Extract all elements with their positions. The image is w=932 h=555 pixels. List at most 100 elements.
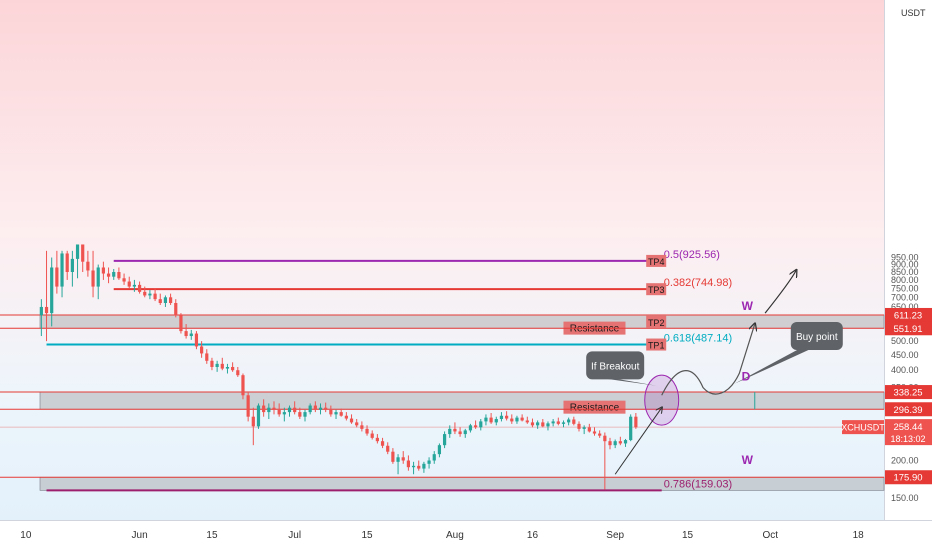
x-tick-2: 15 xyxy=(206,530,218,541)
y-tick-1: 200.00 xyxy=(891,456,919,466)
y-tick-16: 950.00 xyxy=(891,253,919,263)
y-tick-13: 800.00 xyxy=(891,275,919,285)
candle-body-17 xyxy=(127,281,131,287)
candle-body-10 xyxy=(91,270,95,287)
candle-body-5 xyxy=(65,253,69,273)
price-tag-box-4 xyxy=(885,470,932,485)
candle-body-25 xyxy=(168,297,173,304)
candle-body-3 xyxy=(55,267,59,287)
tp-label-1: TP3 xyxy=(648,285,665,295)
candle-body-45 xyxy=(272,407,276,410)
candle-body-55 xyxy=(324,407,328,410)
candle-body-103 xyxy=(572,419,576,424)
candle-body-95 xyxy=(530,422,535,426)
candle-body-53 xyxy=(313,405,317,410)
x-tick-6: 16 xyxy=(527,530,539,541)
candle-body-18 xyxy=(132,284,137,287)
candle-body-112 xyxy=(618,441,622,444)
candle-body-20 xyxy=(143,291,147,296)
tp2-label: TP2 xyxy=(648,318,665,328)
candle-body-107 xyxy=(592,431,597,434)
x-tick-0: 10 xyxy=(20,530,32,541)
tp-label-0: TP4 xyxy=(648,257,665,267)
y-tick-5: 400.00 xyxy=(891,365,919,375)
candle-body-82 xyxy=(463,430,467,435)
candle-body-59 xyxy=(344,415,348,419)
candle-body-0 xyxy=(39,306,43,316)
price-tag-3: 296.39 xyxy=(893,405,922,416)
candle-body-68 xyxy=(391,451,395,462)
pattern-label-0: W xyxy=(742,299,754,313)
candle-body-54 xyxy=(318,407,323,410)
candle-body-12 xyxy=(101,267,105,274)
candle-body-16 xyxy=(122,278,126,282)
symbol-box xyxy=(842,420,884,435)
candle-body-79 xyxy=(448,428,452,435)
candle-body-4 xyxy=(60,253,64,287)
candle-body-1 xyxy=(44,306,49,314)
candle-body-87 xyxy=(489,417,493,423)
candle-body-52 xyxy=(308,405,312,413)
currency-label: USDT xyxy=(901,8,926,18)
symbol-label: XCHUSDT xyxy=(841,423,885,433)
candle-body-56 xyxy=(329,409,333,415)
price-tag-4: 175.90 xyxy=(893,473,922,484)
y-tick-12: 750.00 xyxy=(891,283,919,293)
candle-body-65 xyxy=(375,437,379,442)
candle-body-19 xyxy=(137,284,142,292)
candle-body-80 xyxy=(453,428,457,432)
candle-body-76 xyxy=(432,454,436,461)
candle-body-40 xyxy=(246,395,250,417)
candle-body-46 xyxy=(277,409,281,415)
fib-label-1: 0.382(744.98) xyxy=(664,277,733,289)
candle-body-92 xyxy=(515,417,519,422)
tp-label-2: TP1 xyxy=(648,341,665,351)
zone-label-0: Resistance xyxy=(570,324,620,335)
price-tag-box-3 xyxy=(885,402,932,417)
candle-body-22 xyxy=(153,293,157,300)
candle-body-31 xyxy=(200,346,204,354)
y-tick-0: 150.00 xyxy=(891,493,919,503)
candle-body-39 xyxy=(241,375,245,396)
candle-body-106 xyxy=(587,427,591,432)
candle-body-13 xyxy=(106,273,111,277)
countdown: 18:13:02 xyxy=(890,434,925,444)
candle-body-42 xyxy=(256,405,261,427)
y-tick-14: 850.00 xyxy=(891,267,919,277)
candle-body-38 xyxy=(236,370,240,376)
candle-body-63 xyxy=(365,428,369,434)
candle-body-48 xyxy=(287,407,292,413)
candle-body-69 xyxy=(396,457,400,462)
candle-body-32 xyxy=(205,353,209,361)
x-tick-5: Aug xyxy=(446,530,464,541)
candle-body-47 xyxy=(282,412,286,415)
candle-body-61 xyxy=(355,422,359,426)
candle-body-49 xyxy=(293,407,297,413)
fib-label-2: 0.618(487.14) xyxy=(664,333,733,345)
candle-body-28 xyxy=(184,331,188,337)
candle-body-109 xyxy=(603,435,607,442)
candle-body-37 xyxy=(231,366,235,371)
candle-body-110 xyxy=(608,441,612,446)
x-tick-3: Jul xyxy=(288,530,301,541)
price-tag-box-2 xyxy=(885,385,932,400)
callout-text-0: If Breakout xyxy=(591,361,640,372)
last-price: 258.44 xyxy=(893,422,922,433)
candle-body-104 xyxy=(577,423,581,429)
candle-body-73 xyxy=(417,465,421,469)
candle-body-70 xyxy=(401,457,405,461)
candle-body-96 xyxy=(536,422,540,426)
price-tag-2: 338.25 xyxy=(893,388,922,399)
candle-body-93 xyxy=(520,417,524,421)
candle-body-74 xyxy=(422,463,426,469)
candle-body-91 xyxy=(510,418,514,422)
x-tick-7: Sep xyxy=(606,530,624,541)
zone-label-box-1 xyxy=(563,400,626,414)
y-tick-10: 650.00 xyxy=(891,302,919,312)
callout-pointer-0 xyxy=(596,377,657,386)
candle-body-89 xyxy=(499,415,504,420)
price-tag-1: 551.91 xyxy=(893,324,922,335)
candle-body-101 xyxy=(561,422,566,424)
x-tick-8: 15 xyxy=(682,530,694,541)
